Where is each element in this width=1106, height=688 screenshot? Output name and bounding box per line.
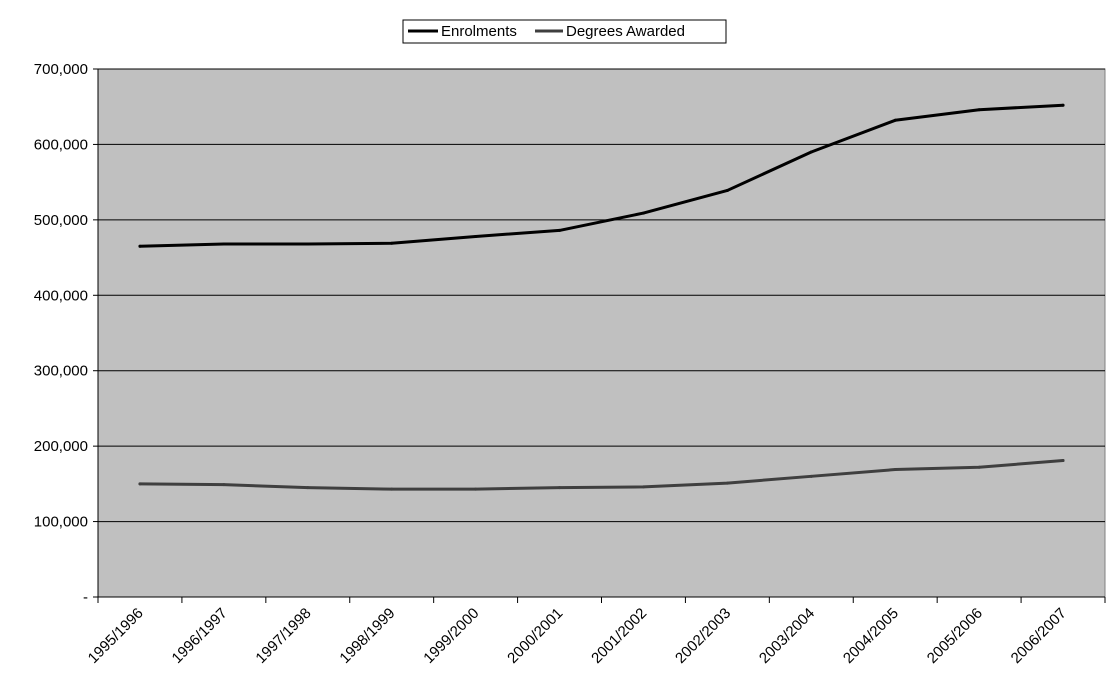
series-lines [138,103,1065,491]
x-tick-labels: 1995/1996 1996/1997 1997/1998 1998/1999 1999… [85,605,1070,667]
point-enrolments-5 [558,228,562,232]
legend-label-degrees-awarded: Degrees Awarded [566,23,685,40]
y-tick-label-5: 500,000 [34,212,88,229]
series-line-enrolments [138,103,1065,248]
y-tick-label-3: 300,000 [34,363,88,380]
series-line-degrees-awarded [138,458,1065,491]
point-enrolments-11 [1061,103,1065,107]
y-tick-label-6: 600,000 [34,136,88,153]
point-enrolments-2 [306,242,310,246]
point-degrees-awarded-10 [977,465,981,469]
point-degrees-awarded-3 [390,487,394,491]
gridlines [98,68,1105,523]
point-enrolments-6 [641,211,645,215]
point-enrolments-7 [725,188,729,192]
legend: Enrolments Degrees Awarded [402,19,727,44]
x-tick-label-9: 2004/2005 [840,605,902,667]
x-tick-label-2: 1997/1998 [252,605,314,667]
point-enrolments-10 [977,108,981,112]
point-enrolments-4 [474,234,478,238]
x-tick-label-10: 2005/2006 [924,605,986,667]
point-enrolments-9 [893,118,897,122]
point-degrees-awarded-4 [474,487,478,491]
plot-area [97,68,1106,598]
point-enrolments-8 [809,150,813,154]
x-tick-label-11: 2006/2007 [1008,605,1070,667]
x-tick-label-3: 1998/1999 [336,605,398,667]
x-tick-label-4: 1999/2000 [420,605,482,667]
point-degrees-awarded-0 [138,482,142,486]
point-degrees-awarded-5 [558,486,562,490]
point-enrolments-1 [222,242,226,246]
legend-label-enrolments: Enrolments [441,23,517,40]
point-degrees-awarded-9 [893,468,897,472]
point-degrees-awarded-6 [641,485,645,489]
point-enrolments-0 [138,244,142,248]
y-tick-label-2: 200,000 [34,438,88,455]
y-tick-labels: - 100,000 200,000 300,000 400,000 500,000 600,… [34,61,88,606]
point-degrees-awarded-1 [222,483,226,487]
y-tick-label-1: 100,000 [34,514,88,531]
x-tick-label-8: 2003/2004 [756,605,818,667]
point-degrees-awarded-11 [1061,458,1065,462]
axes [93,68,1106,603]
y-tick-label-7: 700,000 [34,61,88,78]
legend-box [402,19,727,44]
point-degrees-awarded-7 [725,481,729,485]
y-tick-label-4: 400,000 [34,287,88,304]
x-tick-label-1: 1996/1997 [169,605,231,667]
x-tick-label-6: 2001/2002 [588,605,650,667]
y-tick-label-0: - [83,589,88,606]
x-tick-label-5: 2000/2001 [504,605,566,667]
point-enrolments-3 [390,241,394,245]
point-degrees-awarded-2 [306,486,310,490]
x-tick-label-0: 1995/1996 [85,605,147,667]
x-tick-label-7: 2002/2003 [672,605,734,667]
point-degrees-awarded-8 [809,474,813,478]
